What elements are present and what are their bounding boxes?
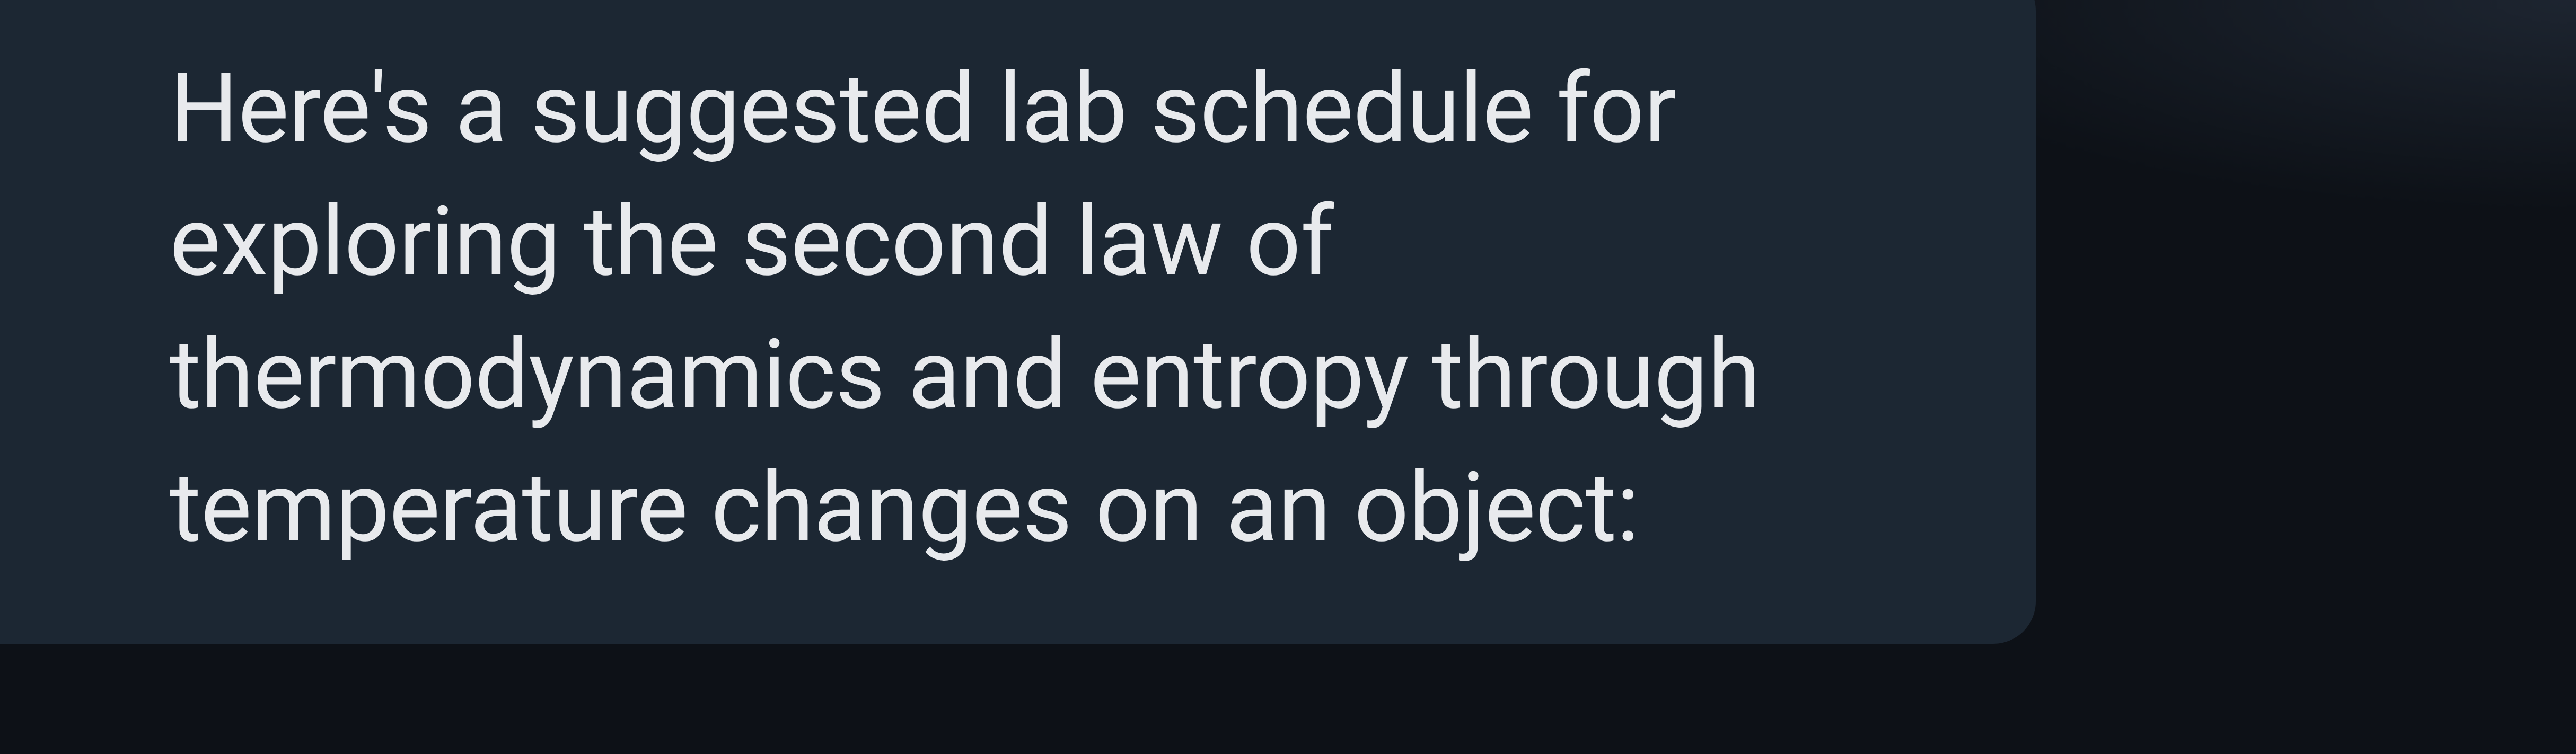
message-text: Here's a suggested lab schedule for expl… — [170, 42, 1887, 575]
assistant-message-bubble: Here's a suggested lab schedule for expl… — [0, 0, 2036, 644]
